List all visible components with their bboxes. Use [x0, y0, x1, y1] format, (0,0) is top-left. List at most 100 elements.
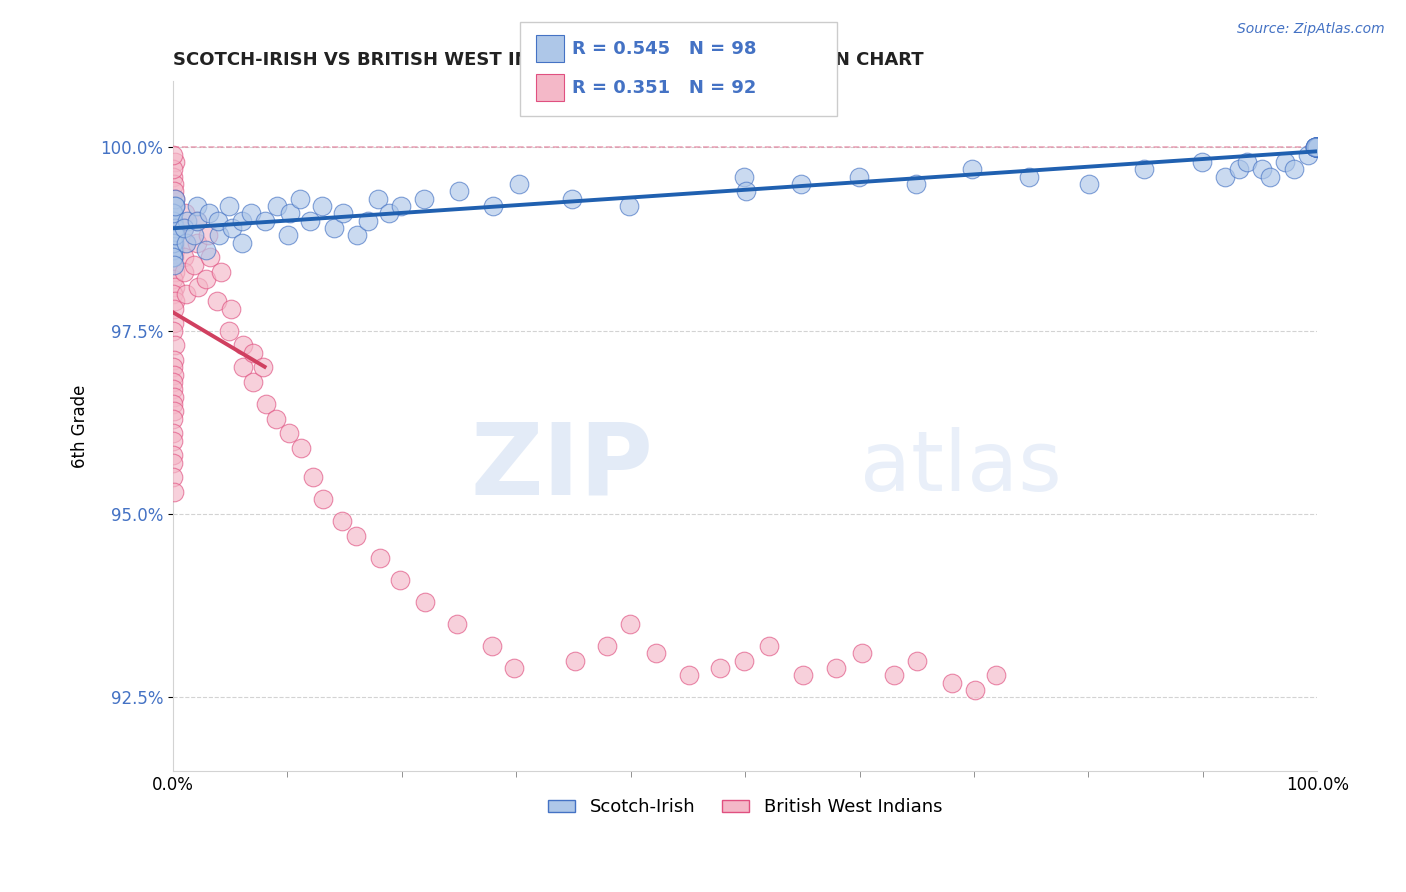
- British West Indians: [344, 529, 367, 543]
- British West Indians: [232, 338, 254, 352]
- Scotch-Irish: [413, 192, 436, 206]
- British West Indians: [218, 324, 240, 338]
- Scotch-Irish: [186, 213, 208, 227]
- Scotch-Irish: [1305, 140, 1327, 154]
- British West Indians: [595, 639, 617, 653]
- Scotch-Irish: [162, 221, 184, 235]
- Scotch-Irish: [194, 243, 217, 257]
- British West Indians: [183, 258, 205, 272]
- British West Indians: [163, 155, 186, 169]
- British West Indians: [209, 265, 232, 279]
- Scotch-Irish: [449, 185, 471, 199]
- Scotch-Irish: [165, 192, 187, 206]
- Scotch-Irish: [231, 213, 253, 227]
- Text: SCOTCH-IRISH VS BRITISH WEST INDIAN 6TH GRADE CORRELATION CHART: SCOTCH-IRISH VS BRITISH WEST INDIAN 6TH …: [173, 51, 924, 69]
- British West Indians: [941, 675, 963, 690]
- British West Indians: [163, 294, 186, 309]
- Scotch-Irish: [162, 213, 184, 227]
- Scotch-Irish: [1284, 162, 1306, 177]
- British West Indians: [984, 668, 1007, 682]
- British West Indians: [162, 375, 184, 389]
- Scotch-Irish: [848, 169, 870, 184]
- Scotch-Irish: [1305, 140, 1327, 154]
- British West Indians: [644, 646, 666, 660]
- British West Indians: [165, 338, 187, 352]
- British West Indians: [197, 228, 219, 243]
- Scotch-Irish: [1306, 140, 1329, 154]
- Scotch-Irish: [162, 206, 184, 220]
- Scotch-Irish: [239, 206, 262, 220]
- British West Indians: [173, 251, 195, 265]
- British West Indians: [163, 185, 186, 199]
- Scotch-Irish: [1306, 140, 1329, 154]
- Scotch-Irish: [162, 251, 184, 265]
- Scotch-Irish: [1296, 147, 1319, 161]
- Scotch-Irish: [1258, 169, 1281, 184]
- British West Indians: [162, 162, 184, 177]
- British West Indians: [162, 147, 184, 161]
- British West Indians: [619, 617, 641, 632]
- British West Indians: [709, 661, 731, 675]
- British West Indians: [481, 639, 503, 653]
- Scotch-Irish: [162, 213, 184, 227]
- British West Indians: [187, 279, 209, 293]
- Scotch-Irish: [367, 192, 389, 206]
- British West Indians: [389, 573, 412, 587]
- British West Indians: [163, 251, 186, 265]
- Scotch-Irish: [332, 206, 354, 220]
- Scotch-Irish: [1306, 140, 1329, 154]
- British West Indians: [163, 279, 186, 293]
- Scotch-Irish: [790, 177, 813, 191]
- Scotch-Irish: [389, 199, 412, 213]
- Scotch-Irish: [1305, 140, 1327, 154]
- British West Indians: [162, 206, 184, 220]
- Scotch-Irish: [1236, 155, 1258, 169]
- British West Indians: [162, 324, 184, 338]
- Scotch-Irish: [1078, 177, 1101, 191]
- Scotch-Irish: [378, 206, 401, 220]
- Scotch-Irish: [298, 213, 321, 227]
- British West Indians: [162, 382, 184, 396]
- Text: R = 0.351   N = 92: R = 0.351 N = 92: [572, 78, 756, 96]
- Scotch-Irish: [163, 228, 186, 243]
- Scotch-Irish: [1227, 162, 1250, 177]
- Scotch-Irish: [221, 221, 243, 235]
- British West Indians: [301, 470, 323, 484]
- Scotch-Irish: [1303, 140, 1326, 154]
- Scotch-Irish: [174, 235, 197, 250]
- Scotch-Irish: [619, 199, 641, 213]
- British West Indians: [332, 514, 354, 528]
- Scotch-Irish: [218, 199, 240, 213]
- Scotch-Irish: [163, 199, 186, 213]
- British West Indians: [173, 265, 195, 279]
- Scotch-Irish: [288, 192, 311, 206]
- British West Indians: [242, 375, 264, 389]
- Scotch-Irish: [1274, 155, 1296, 169]
- British West Indians: [162, 272, 184, 286]
- Text: ZIP: ZIP: [471, 419, 654, 516]
- Scotch-Irish: [162, 243, 184, 257]
- Scotch-Irish: [198, 206, 221, 220]
- British West Indians: [162, 235, 184, 250]
- Scotch-Irish: [323, 221, 346, 235]
- Scotch-Irish: [733, 169, 755, 184]
- British West Indians: [163, 390, 186, 404]
- British West Indians: [163, 485, 186, 500]
- British West Indians: [162, 397, 184, 411]
- Scotch-Irish: [1306, 140, 1329, 154]
- Scotch-Irish: [357, 213, 380, 227]
- Scotch-Irish: [207, 213, 229, 227]
- British West Indians: [290, 441, 312, 455]
- Scotch-Irish: [162, 235, 184, 250]
- British West Indians: [162, 287, 184, 301]
- Scotch-Irish: [561, 192, 583, 206]
- Scotch-Irish: [1250, 162, 1272, 177]
- Scotch-Irish: [186, 199, 208, 213]
- Scotch-Irish: [254, 213, 277, 227]
- Scotch-Irish: [1018, 169, 1040, 184]
- Scotch-Irish: [1306, 140, 1329, 154]
- Scotch-Irish: [231, 235, 253, 250]
- Scotch-Irish: [346, 228, 368, 243]
- Scotch-Irish: [1305, 140, 1327, 154]
- Scotch-Irish: [208, 228, 231, 243]
